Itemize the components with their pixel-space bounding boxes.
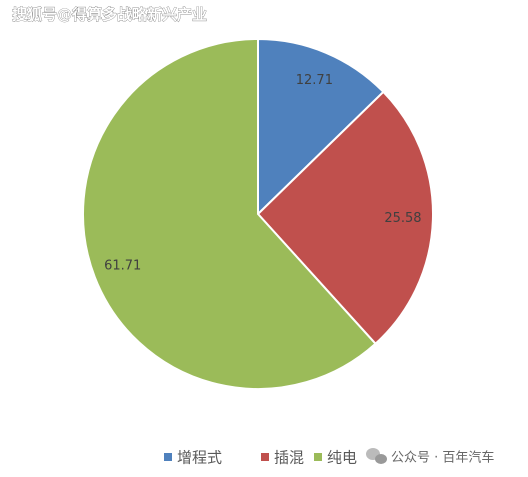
watermark: 公众号 · 百年汽车 bbox=[391, 450, 494, 466]
legend-label: 纯电 bbox=[327, 449, 357, 467]
legend-label: 增程式 bbox=[177, 449, 222, 467]
data-label: 61.71 bbox=[104, 259, 141, 274]
data-label: 25.58 bbox=[384, 211, 421, 226]
legend-swatch bbox=[164, 453, 172, 461]
pie-slice bbox=[256, 90, 434, 346]
watermark: 搜狐号@得算多战略新兴产业 bbox=[12, 6, 207, 24]
legend-label: 插混 bbox=[274, 449, 304, 467]
legend-swatch bbox=[314, 453, 322, 461]
legend-swatch bbox=[261, 453, 269, 461]
data-label: 12.71 bbox=[296, 73, 333, 88]
pie-slice bbox=[82, 37, 377, 390]
wechat-icon bbox=[366, 448, 387, 464]
pie-slice bbox=[257, 37, 385, 217]
